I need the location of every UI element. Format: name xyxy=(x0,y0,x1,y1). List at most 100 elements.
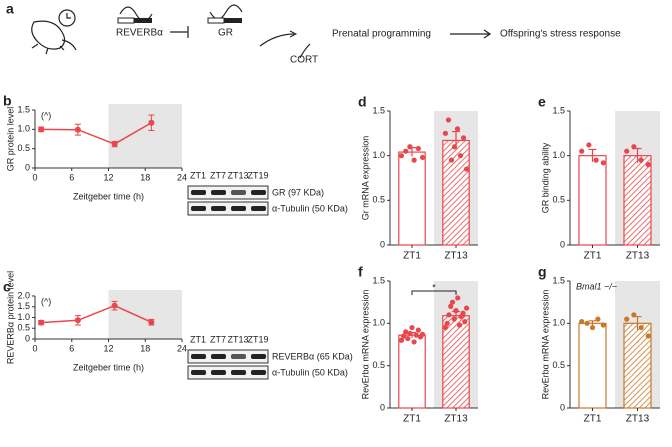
annotation: (^) xyxy=(41,110,51,120)
data-point xyxy=(451,316,457,322)
x-tick-label: 0 xyxy=(32,343,37,353)
y-tick-label: 0.5 xyxy=(17,143,30,153)
data-point xyxy=(638,157,644,163)
blot-band xyxy=(231,206,246,211)
y-tick-label: 1.5 xyxy=(372,105,385,115)
point xyxy=(148,319,155,326)
panel-letter: c xyxy=(3,279,11,295)
x-tick-label: ZT13 xyxy=(444,414,468,425)
blot-band xyxy=(211,370,226,375)
lane-label: ZT13 xyxy=(227,170,248,180)
data-point xyxy=(403,329,409,335)
node-label: Prenatal programming xyxy=(332,29,431,40)
y-tick-label: 1.5 xyxy=(552,275,565,285)
y-axis-label: RevErbα mRNA expression xyxy=(360,290,370,400)
band-label: α-Tubulin (50 KDa) xyxy=(272,203,348,213)
y-tick-label: 0 xyxy=(560,402,565,412)
data-point xyxy=(415,145,421,152)
data-point xyxy=(631,144,637,150)
blot-band xyxy=(211,190,226,195)
blot-band xyxy=(231,354,246,359)
error-bar xyxy=(588,148,597,162)
blot-band xyxy=(191,354,206,359)
data-point xyxy=(593,157,599,163)
blot-band xyxy=(251,206,266,211)
y-tick-label: 0.5 xyxy=(372,195,385,205)
data-point xyxy=(419,331,426,337)
x-tick-label: 24 xyxy=(177,343,187,353)
band-label: REVERBα (65 KDa) xyxy=(272,351,353,361)
blot-band xyxy=(191,206,206,211)
light-bar xyxy=(117,17,135,24)
data-point xyxy=(448,157,455,163)
point xyxy=(74,317,81,324)
diagram: a REVERBα GR CORT Prenatal programming O… xyxy=(6,1,621,66)
data-point xyxy=(454,126,461,132)
data-point xyxy=(419,154,426,161)
data-point xyxy=(638,324,644,331)
x-tick-label: ZT1 xyxy=(403,251,421,262)
data-point xyxy=(455,295,461,301)
node-label: Offspring's stress response xyxy=(500,29,621,40)
data-point xyxy=(442,130,449,136)
data-point xyxy=(448,303,454,309)
lane-label: ZT1 xyxy=(190,334,206,344)
data-point xyxy=(398,337,405,343)
data-point xyxy=(415,327,421,333)
x-tick-label: ZT1 xyxy=(584,414,602,425)
y-axis-label: Gr mRNA expression xyxy=(360,136,370,221)
blot-band xyxy=(191,190,206,195)
light-bar xyxy=(207,17,225,24)
lane-label: ZT19 xyxy=(247,334,268,344)
data-point xyxy=(446,312,452,318)
lane-label: ZT13 xyxy=(227,334,248,344)
x-tick-label: 18 xyxy=(140,343,150,353)
blot-frame xyxy=(187,365,269,380)
data-point xyxy=(398,153,405,159)
data-point xyxy=(645,162,651,168)
point xyxy=(38,319,45,326)
y-tick-label: 0 xyxy=(380,239,385,249)
bar xyxy=(398,334,426,409)
x-tick-label: ZT1 xyxy=(403,414,421,425)
data-point xyxy=(449,299,456,305)
y-axis-label: GR protein level xyxy=(5,107,15,172)
y-tick-label: 2.0 xyxy=(17,290,30,300)
x-tick-label: ZT13 xyxy=(626,251,650,262)
data-point xyxy=(462,319,468,325)
dark-phase-shade xyxy=(108,290,182,339)
y-tick-label: 0 xyxy=(25,333,30,343)
significance-label: * xyxy=(432,282,436,292)
rhythm-wave xyxy=(209,4,243,20)
point xyxy=(111,141,118,148)
x-tick-label: 24 xyxy=(177,172,187,182)
blot-band xyxy=(251,354,266,359)
y-tick-label: 0.5 xyxy=(552,360,565,370)
y-tick-label: 0.5 xyxy=(552,195,565,205)
bar xyxy=(623,155,652,246)
panel-letter: g xyxy=(538,264,547,280)
blot-band xyxy=(231,190,246,195)
data-point xyxy=(631,312,637,318)
lane-label: ZT1 xyxy=(190,170,206,180)
band-label: GR (97 KDa) xyxy=(272,187,324,197)
y-tick-label: 1.5 xyxy=(17,104,30,114)
data-point xyxy=(595,316,601,322)
line xyxy=(41,122,152,145)
point xyxy=(74,126,81,133)
panel-letter: d xyxy=(358,94,367,110)
data-point xyxy=(600,160,606,166)
y-axis-label: REVERBα protein level xyxy=(5,271,15,364)
point xyxy=(148,119,155,126)
blot-frame xyxy=(187,349,269,364)
blot-frame xyxy=(187,201,269,216)
blot-band xyxy=(191,370,206,375)
data-point xyxy=(645,333,651,339)
data-point xyxy=(405,335,411,342)
point xyxy=(38,126,45,133)
y-tick-label: 1.5 xyxy=(552,105,565,115)
data-point xyxy=(407,144,413,150)
y-tick-label: 1.0 xyxy=(372,318,385,328)
bar xyxy=(578,322,607,409)
